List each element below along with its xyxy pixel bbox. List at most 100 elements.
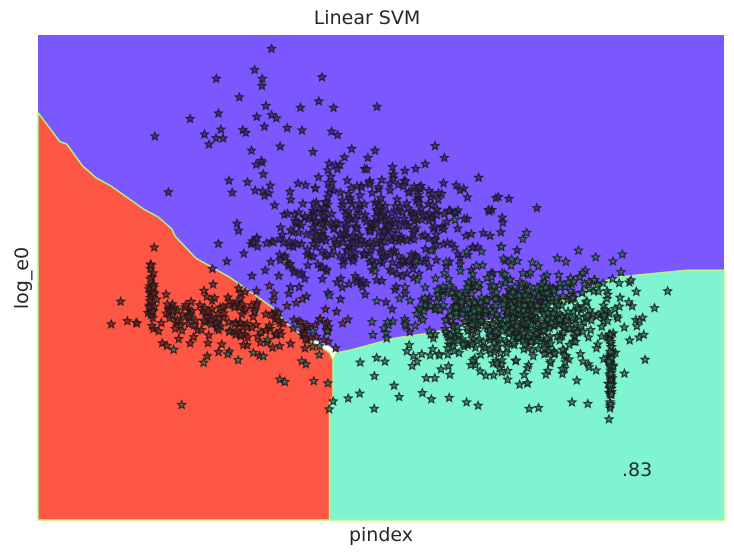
data-point	[581, 295, 593, 306]
data-point	[350, 213, 362, 224]
data-point	[324, 182, 336, 194]
data-point	[615, 266, 627, 277]
data-point	[307, 250, 319, 262]
data-point	[419, 281, 431, 293]
data-point	[416, 387, 428, 398]
data-point	[565, 285, 577, 296]
data-point	[223, 174, 235, 186]
data-point	[435, 363, 447, 374]
data-point	[429, 372, 441, 383]
data-point	[403, 187, 414, 198]
data-point	[354, 189, 366, 200]
data-point	[263, 280, 275, 291]
data-point	[340, 208, 352, 220]
data-point	[199, 128, 211, 140]
data-point	[318, 333, 330, 345]
data-point	[300, 358, 312, 369]
data-point	[485, 271, 497, 282]
data-point	[540, 281, 552, 293]
data-point	[321, 325, 333, 337]
data-point	[410, 255, 422, 266]
data-point	[605, 336, 617, 347]
data-point	[612, 312, 624, 324]
data-point	[375, 210, 387, 221]
data-point	[425, 245, 437, 256]
data-point	[176, 324, 188, 336]
data-point	[545, 317, 557, 328]
data-point	[313, 95, 325, 107]
data-point	[583, 361, 595, 372]
data-point	[597, 277, 609, 288]
data-point	[662, 285, 674, 296]
data-point	[188, 331, 200, 342]
data-point	[466, 287, 478, 299]
data-point	[317, 210, 329, 221]
data-point	[273, 270, 285, 281]
data-point	[354, 387, 366, 399]
data-point	[331, 238, 343, 250]
data-point	[322, 177, 334, 188]
data-point	[507, 286, 519, 297]
data-point	[519, 338, 531, 350]
data-point	[541, 269, 553, 280]
data-point	[326, 125, 337, 137]
data-point	[518, 327, 530, 338]
data-point	[476, 245, 488, 257]
data-point	[438, 267, 450, 279]
data-point	[288, 313, 300, 325]
data-point	[316, 71, 328, 82]
data-point	[613, 277, 625, 288]
data-point	[410, 162, 422, 174]
data-point	[618, 367, 630, 379]
data-point	[386, 303, 398, 314]
data-point	[532, 318, 544, 329]
data-point	[198, 314, 210, 326]
data-point	[268, 236, 280, 247]
data-point	[217, 132, 229, 144]
data-point	[202, 337, 214, 348]
data-point	[275, 328, 287, 340]
data-point	[430, 254, 442, 265]
data-point	[146, 320, 158, 331]
data-point	[426, 199, 438, 210]
data-point	[616, 248, 628, 260]
data-point	[480, 369, 492, 381]
data-point	[367, 329, 379, 340]
data-point	[239, 286, 251, 297]
data-point	[407, 263, 419, 274]
data-point	[497, 325, 508, 337]
data-point	[567, 312, 579, 323]
data-point	[248, 236, 260, 248]
data-point	[314, 313, 326, 324]
data-point	[310, 330, 322, 342]
data-point	[252, 330, 264, 342]
data-point	[386, 256, 398, 268]
data-point	[424, 324, 435, 336]
data-point	[397, 255, 409, 266]
data-point	[539, 342, 551, 353]
data-point	[415, 202, 428, 213]
data-point	[235, 329, 247, 340]
data-point	[593, 285, 605, 297]
data-point	[568, 275, 580, 287]
data-point	[514, 378, 526, 390]
data-point	[161, 340, 173, 351]
data-point	[347, 230, 358, 241]
data-point	[393, 391, 405, 402]
data-point	[602, 288, 614, 300]
data-point	[502, 365, 514, 376]
data-point	[235, 317, 247, 328]
data-point	[195, 324, 207, 335]
data-point	[202, 305, 214, 317]
data-point	[432, 187, 444, 198]
data-point	[283, 287, 295, 299]
data-point	[342, 392, 354, 404]
data-point	[308, 197, 320, 209]
data-point	[284, 185, 296, 197]
data-point	[384, 184, 396, 196]
data-point	[266, 109, 277, 120]
data-point	[523, 284, 534, 296]
data-point	[212, 238, 224, 249]
data-point	[380, 296, 392, 307]
